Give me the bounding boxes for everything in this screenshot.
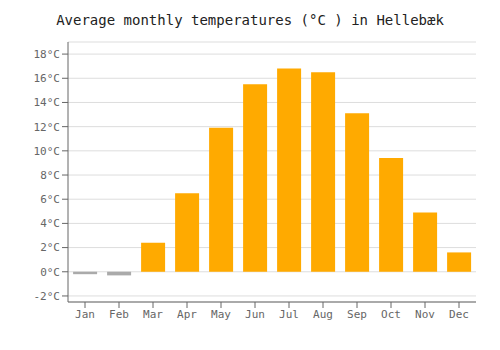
svg-text:4°C: 4°C: [40, 217, 60, 230]
svg-text:Nov: Nov: [415, 308, 435, 321]
svg-text:Jul: Jul: [279, 308, 299, 321]
svg-text:14°C: 14°C: [34, 96, 61, 109]
svg-text:0°C: 0°C: [40, 266, 60, 279]
svg-text:12°C: 12°C: [34, 121, 61, 134]
svg-text:Feb: Feb: [109, 308, 129, 321]
svg-text:Sep: Sep: [347, 308, 367, 321]
svg-text:May: May: [211, 308, 231, 321]
svg-text:6°C: 6°C: [40, 193, 60, 206]
svg-text:-2°C: -2°C: [34, 290, 61, 303]
svg-text:Oct: Oct: [381, 308, 401, 321]
svg-text:Apr: Apr: [177, 308, 197, 321]
svg-text:Jun: Jun: [245, 308, 265, 321]
svg-text:Aug: Aug: [313, 308, 333, 321]
svg-text:2°C: 2°C: [40, 241, 60, 254]
svg-text:Jan: Jan: [75, 308, 95, 321]
html-text:Average monthly temperatures (: Average monthly temperatures (°C ) in He…: [56, 12, 444, 28]
svg-text:8°C: 8°C: [40, 169, 60, 182]
svg-text:10°C: 10°C: [34, 145, 61, 158]
svg-text:Mar: Mar: [143, 308, 163, 321]
svg-text:18°C: 18°C: [34, 48, 61, 61]
svg-text:16°C: 16°C: [34, 72, 61, 85]
svg-text:Dec: Dec: [449, 308, 469, 321]
